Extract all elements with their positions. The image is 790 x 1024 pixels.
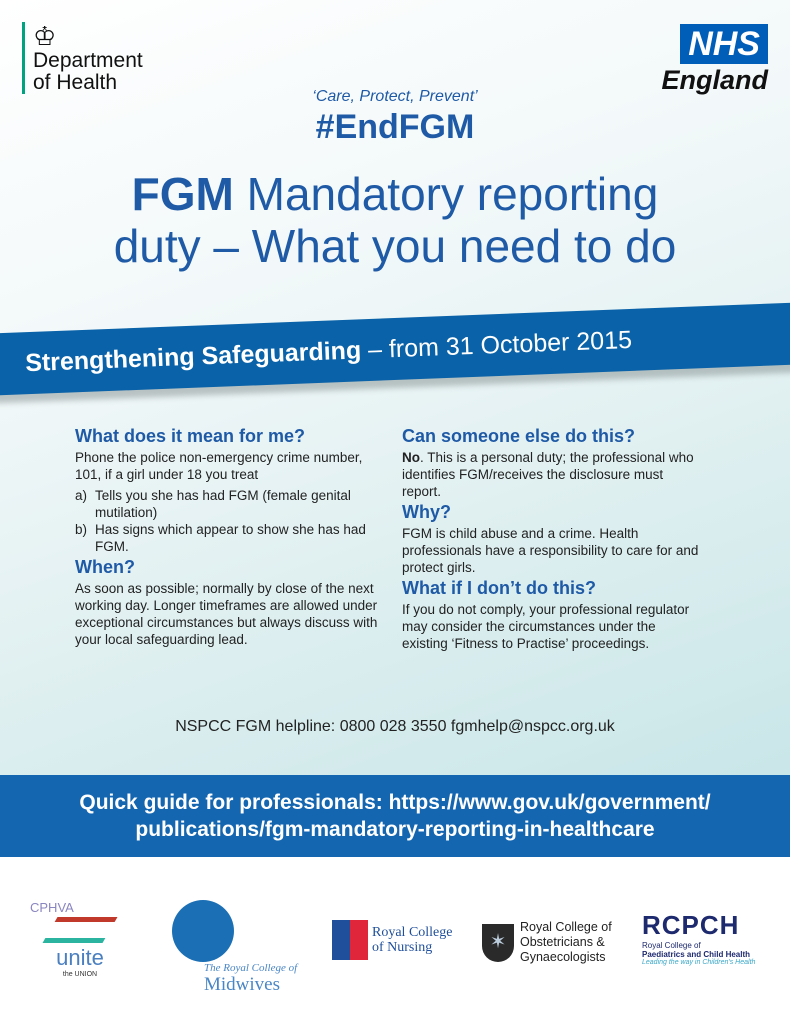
department-of-health-logo: ♔ Department of Health — [22, 22, 143, 94]
heading-what-if: What if I don’t do this? — [402, 578, 596, 598]
text-bold: No — [402, 450, 420, 465]
logo-text: Obstetricians & — [520, 935, 605, 949]
heading-someone-else: Can someone else do this? — [402, 426, 636, 446]
item-text: Tells you she has had FGM (female genita… — [95, 488, 351, 520]
logo-text: Royal College — [372, 925, 453, 940]
helpline: NSPCC FGM helpline: 0800 028 3550 fgmhel… — [175, 718, 615, 735]
heading-what-it-means: What does it mean for me? — [75, 426, 306, 446]
logo-text: Leading the way in Children's Health — [642, 959, 756, 966]
star-shield-icon: ✶ — [482, 923, 514, 962]
logo-text: unite — [56, 945, 104, 970]
doh-line1: Department — [33, 49, 143, 72]
hand-icon — [332, 920, 368, 960]
list-item: b) Has signs which appear to show she has… — [75, 521, 385, 555]
heading-why: Why? — [402, 502, 451, 522]
logo-text: RCPCH — [642, 910, 740, 940]
ribbon-icon — [42, 917, 118, 943]
title-line1: Mandatory reporting — [233, 168, 659, 220]
text: No. This is a personal duty; the profess… — [402, 449, 702, 500]
nhs-england-logo: NHS England — [661, 24, 769, 96]
banner-bold: Strengthening Safeguarding — [24, 336, 362, 378]
rcm-logo: The Royal College of Midwives — [168, 900, 308, 996]
text-rest: . This is a personal duty; the professio… — [402, 450, 694, 499]
logo-text: The Royal College of — [204, 962, 298, 974]
partner-logos: CPHVA unite the UNION The Royal College … — [0, 895, 790, 995]
logo-text: of Nursing — [372, 940, 433, 955]
rcpch-logo: RCPCH Royal College of Paediatrics and C… — [642, 910, 755, 966]
logo-text: CPHVA — [30, 900, 74, 915]
marker: b) — [75, 522, 88, 537]
guide-line2[interactable]: publications/fgm-mandatory-reporting-in-… — [135, 818, 655, 841]
item-text: Has signs which appear to show she has h… — [95, 522, 366, 554]
logo-text: the UNION — [62, 971, 98, 978]
right-column: Can someone else do this? No. This is a … — [402, 426, 702, 656]
hashtag: #EndFGM — [315, 108, 475, 146]
left-column: What does it mean for me? Phone the poli… — [75, 426, 385, 652]
title-line2: duty – What you need to do — [113, 220, 677, 272]
royal-crest-icon: ♔ — [33, 21, 57, 51]
marker: a) — [75, 488, 88, 503]
nhs-region: England — [661, 65, 769, 95]
list-item: a) Tells you she has had FGM (female geni… — [75, 487, 385, 521]
unite-cphva-logo: CPHVA unite the UNION — [30, 900, 130, 978]
logo-text: Midwives — [204, 974, 280, 995]
quick-guide-banner[interactable]: Quick guide for professionals: https://w… — [0, 775, 790, 857]
text: FGM is child abuse and a crime. Health p… — [402, 526, 699, 575]
banner-date: – from 31 October 2015 — [360, 325, 633, 365]
nhs-box: NHS — [680, 24, 768, 64]
doh-line2: of Health — [33, 71, 118, 94]
title-bold: FGM — [131, 168, 234, 220]
text: As soon as possible; normally by close o… — [75, 581, 378, 647]
logo-text: Gynaecologists — [520, 950, 606, 964]
rcog-logo: ✶ Royal College of Obstetricians & Gynaeco… — [482, 920, 612, 965]
logo-text: Royal College of — [642, 941, 701, 950]
page-title: FGM Mandatory reporting duty – What you … — [0, 168, 790, 272]
heading-when: When? — [75, 557, 135, 577]
text: If you do not comply, your professional … — [402, 602, 690, 651]
text: Phone the police non-emergency crime num… — [75, 450, 363, 482]
motto: ‘Care, Protect, Prevent’ — [312, 88, 478, 105]
rcn-logo: Royal College of Nursing — [332, 920, 453, 960]
guide-line1[interactable]: Quick guide for professionals: https://w… — [79, 791, 711, 814]
logo-text: Royal College of — [520, 920, 612, 934]
logo-text: Paediatrics and Child Health — [642, 950, 751, 959]
mother-child-icon — [172, 900, 234, 962]
